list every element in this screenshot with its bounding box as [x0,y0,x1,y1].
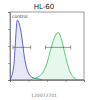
title: HL-60 [34,3,54,11]
annotation: control [12,14,28,19]
gate-end [30,45,31,49]
gate-end [45,45,46,49]
plot-area [10,20,84,80]
y-axis [8,13,11,81]
chart: HL-60 control 120072701 [0,0,88,100]
x-axis-line [11,81,85,83]
y-tick [8,80,10,81]
y-tick-mark [8,12,10,13]
gate-end [12,45,13,49]
y-tick-mark [8,80,10,81]
x-axis [11,80,85,82]
gate-line [13,47,31,48]
x-tick-mark [29,80,30,82]
series-line [10,20,84,80]
series-line [10,32,84,80]
y-axis-line [8,13,11,81]
y-tick-mark [8,63,10,64]
gate [13,45,31,49]
plot-frame [10,12,84,80]
y-tick [8,46,10,47]
y-tick-mark [8,29,10,30]
x-tick [29,80,30,82]
gate [46,45,71,49]
y-tick-mark [8,46,10,47]
y-tick [8,63,10,64]
x-tick [66,80,67,82]
x-tick-mark [66,80,67,82]
y-tick [8,29,10,30]
gate-line [46,47,71,48]
x-tick [84,80,85,82]
y-tick [8,12,10,13]
series-area [10,32,84,80]
caption: 120072701 [31,93,57,98]
x-tick [47,80,48,82]
series-area [10,20,84,80]
x-tick-mark [47,80,48,82]
x-tick-mark [84,80,85,82]
gate-end [70,45,71,49]
